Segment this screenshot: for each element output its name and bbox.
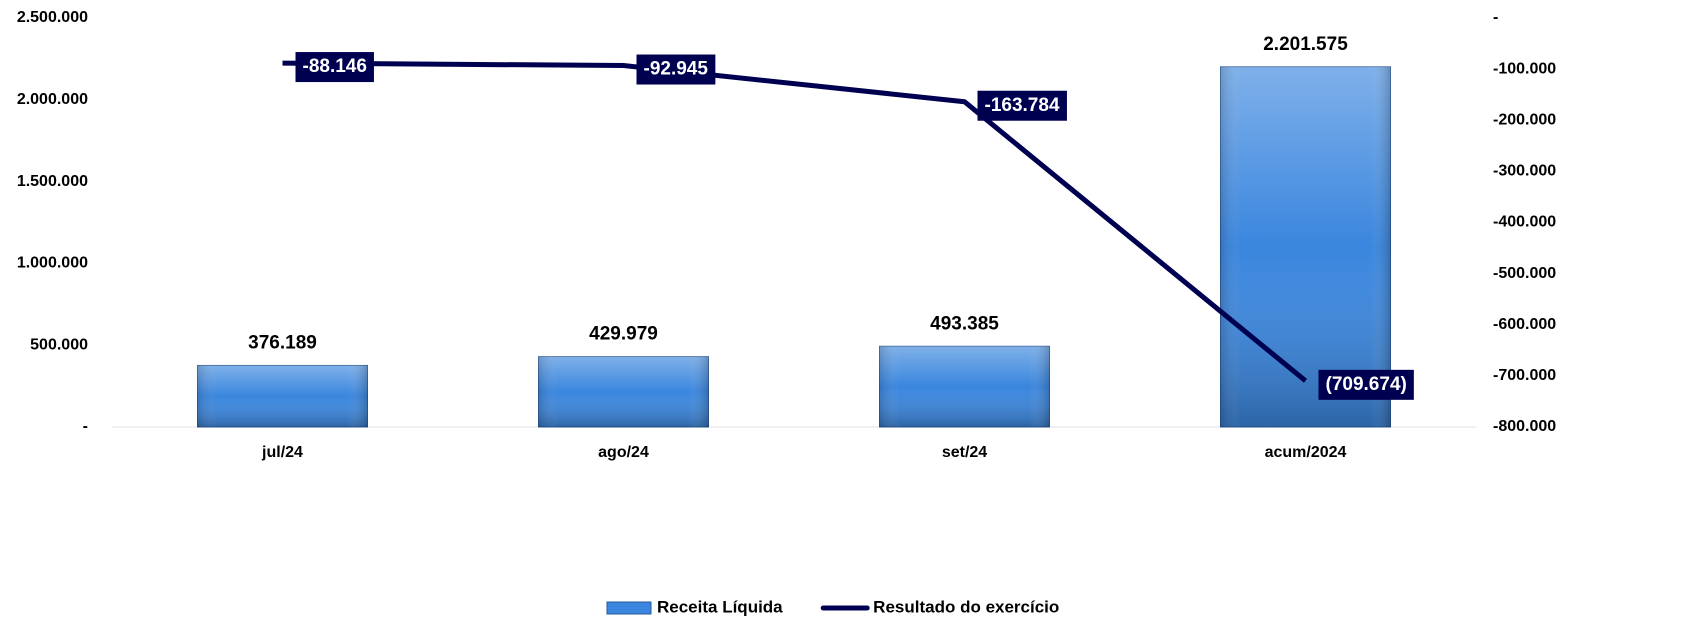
y2-tick-label: - [1493,9,1498,26]
bar-shade [538,356,709,427]
bar-value-label: 376.189 [248,332,317,353]
y-tick-label: 2.500.000 [17,9,88,26]
x-tick-label: ago/24 [598,444,649,461]
y2-tick-label: -200.000 [1493,111,1556,128]
line-value-label: -92.945 [644,59,709,80]
y-tick-label: 2.000.000 [17,91,88,108]
line-value-label-box: -88.146 [295,52,374,83]
bar-value-label: 493.385 [930,313,999,334]
bar-shade [197,365,368,427]
x-tick-label: jul/24 [261,444,303,461]
bar-value-label: 429.979 [589,324,658,345]
y2-tick-label: -600.000 [1493,316,1556,333]
line-value-label: -163.784 [985,95,1060,116]
line-value-label: (709.674) [1326,374,1407,395]
y2-tick-label: -800.000 [1493,418,1556,435]
y2-tick-label: -100.000 [1493,60,1556,77]
label-box [295,52,374,83]
y-tick-label: 1.500.000 [17,173,88,190]
line-value-label-box: (709.674) [1318,369,1414,400]
y-tick-label: 500.000 [30,336,88,353]
x-tick-label: set/24 [942,444,987,461]
line-value-label: -88.146 [303,56,367,77]
line-value-label-box: -163.784 [977,90,1067,121]
line [282,60,1308,383]
y2-tick-label: -400.000 [1493,214,1556,231]
x-tick-label: acum/2024 [1265,444,1347,461]
y-tick-label: 1.000.000 [17,255,88,272]
y2-tick-label: -300.000 [1493,163,1556,180]
label-box [1318,369,1414,400]
y2-tick-label: -700.000 [1493,367,1556,384]
line-value-label-box: -92.945 [636,54,716,85]
label-box [977,90,1067,121]
legend-label: Receita Líquida [657,597,783,616]
y2-tick-label: -500.000 [1493,265,1556,282]
bar-shade [879,346,1050,427]
bar-shade [1220,66,1391,427]
bar-value-label: 2.201.575 [1263,34,1348,55]
label-box [636,54,716,85]
y-tick-label: - [83,418,88,435]
legend-swatch [606,601,652,615]
legend-label: Resultado do exercício [873,597,1059,616]
legend: Receita Líquida Resultado do exercício [606,597,1059,616]
